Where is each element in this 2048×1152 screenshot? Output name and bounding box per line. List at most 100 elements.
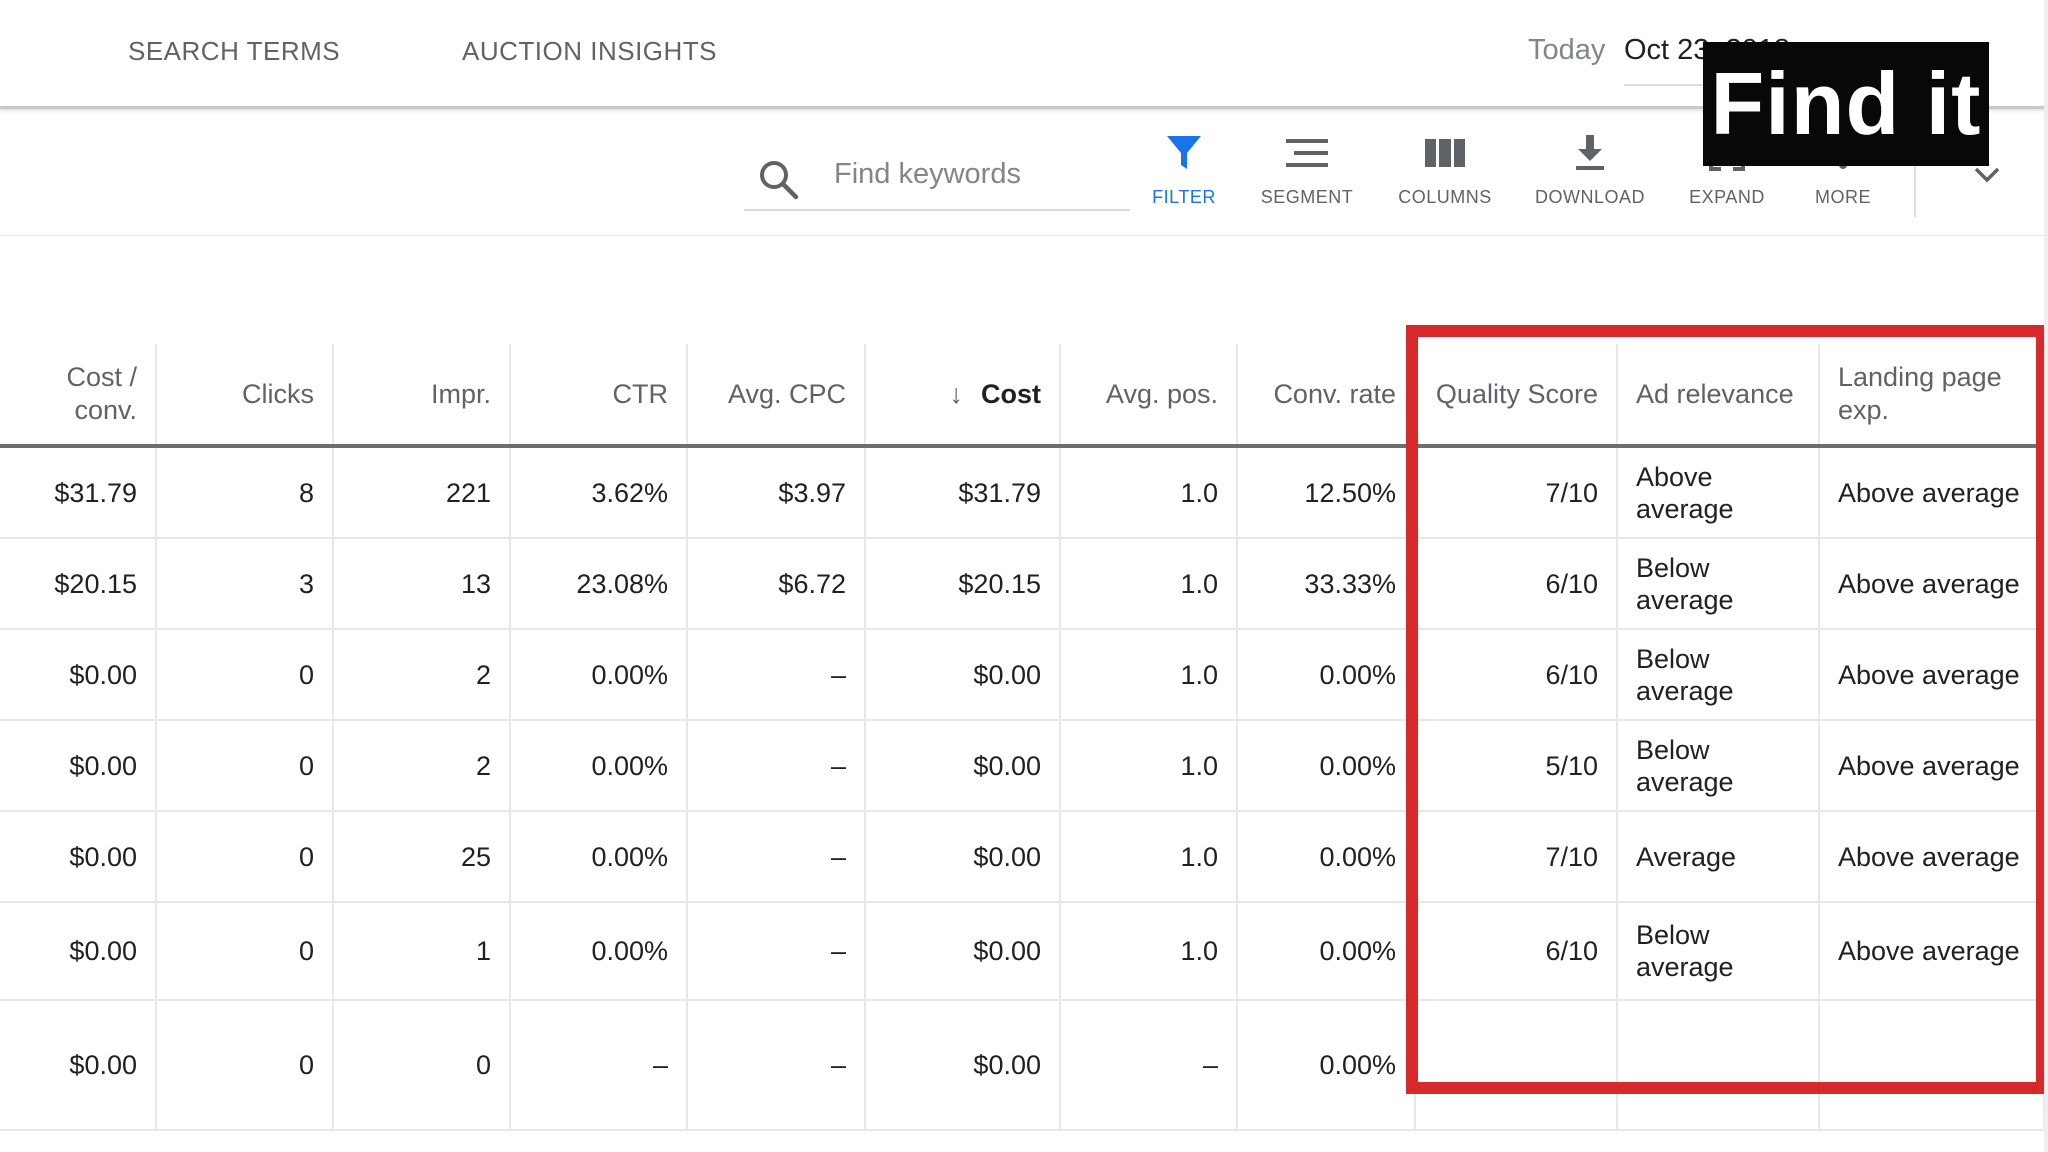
cell-cost: $20.15	[865, 538, 1061, 630]
cell-impr: 13	[333, 538, 511, 630]
cell-landing-page-exp: Above average	[1819, 538, 2045, 630]
column-header-conv-rate[interactable]: Conv. rate	[1237, 344, 1416, 448]
cell-quality-score	[1415, 1000, 1618, 1131]
table-row[interactable]: $0.00 0 25 0.00% – $0.00 1.0 0.00% 7/10 Average Ab…	[0, 811, 2045, 903]
cell-landing-page-exp: Above average	[1819, 811, 2045, 903]
column-header-ctr[interactable]: CTR	[510, 344, 688, 448]
cell-avg-cpc: –	[687, 720, 866, 812]
cell-avg-cpc: –	[687, 902, 866, 1001]
columns-button[interactable]: COLUMNS	[1380, 133, 1510, 223]
tab-search-terms[interactable]: SEARCH TERMS	[128, 36, 341, 66]
column-header-cost[interactable]: ↓ Cost	[865, 344, 1061, 448]
date-range-label: Today	[1528, 34, 1606, 66]
column-header-clicks[interactable]: Clicks	[156, 344, 334, 448]
cell-ctr: 0.00%	[510, 629, 688, 721]
expand-label: EXPAND	[1689, 187, 1765, 207]
cell-landing-page-exp: Above average	[1819, 446, 2045, 539]
cell-ctr: 23.08%	[510, 538, 688, 630]
cell-impr: 2	[333, 720, 511, 812]
segment-icon	[1286, 139, 1328, 167]
filter-button[interactable]: FILTER	[1119, 133, 1249, 223]
cell-avg-pos: 1.0	[1060, 446, 1238, 539]
download-icon	[1576, 135, 1604, 170]
cell-impr: 2	[333, 629, 511, 721]
cell-impr: 221	[333, 446, 511, 539]
right-edge	[2044, 0, 2048, 1152]
cell-quality-score: 7/10	[1415, 811, 1618, 903]
cell-avg-cpc: $3.97	[687, 446, 866, 539]
cell-avg-pos: –	[1060, 1000, 1238, 1131]
cell-quality-score: 6/10	[1415, 902, 1618, 1001]
cell-ad-relevance: Average	[1617, 811, 1820, 903]
table-row[interactable]: $31.79 8 221 3.62% $3.97 $31.79 1.0 12.50% 7/10 A…	[0, 446, 2045, 539]
cell-impr: 0	[333, 1000, 511, 1131]
columns-label: COLUMNS	[1398, 187, 1492, 207]
cell-cost: $31.79	[865, 446, 1061, 539]
cell-conv-rate: 0.00%	[1237, 811, 1416, 903]
cell-avg-cpc: $6.72	[687, 538, 866, 630]
cell-avg-pos: 1.0	[1060, 538, 1238, 630]
column-header-cost-per-conv[interactable]: Cost / conv.	[0, 344, 157, 448]
column-header-landing-page-exp[interactable]: Landing page exp.	[1819, 344, 2045, 448]
cell-clicks: 8	[156, 446, 334, 539]
download-button[interactable]: DOWNLOAD	[1525, 133, 1655, 223]
cell-cost: $0.00	[865, 720, 1061, 812]
table-toolbar: FILTER SEGMENT COLUMNS DOWNLOAD EXPAND	[0, 109, 2048, 236]
table-row[interactable]: $0.00 0 2 0.00% – $0.00 1.0 0.00% 5/10 Below aver…	[0, 720, 2045, 812]
cell-landing-page-exp: Above average	[1819, 902, 2045, 1001]
cell-cost-per-conv: $20.15	[0, 538, 157, 630]
toolbar-divider	[1914, 159, 1916, 217]
cell-avg-pos: 1.0	[1060, 811, 1238, 903]
chevron-down-icon[interactable]	[1970, 157, 2004, 191]
cell-avg-cpc: –	[687, 811, 866, 903]
cell-avg-pos: 1.0	[1060, 629, 1238, 721]
highlight-box	[1406, 325, 2048, 1094]
cell-conv-rate: 0.00%	[1237, 1000, 1416, 1131]
cell-clicks: 0	[156, 811, 334, 903]
cell-clicks: 3	[156, 538, 334, 630]
table-row[interactable]: $0.00 0 2 0.00% – $0.00 1.0 0.00% 6/10 Below aver…	[0, 629, 2045, 721]
cell-quality-score: 6/10	[1415, 538, 1618, 630]
cell-cost: $0.00	[865, 902, 1061, 1001]
cell-conv-rate: 0.00%	[1237, 720, 1416, 812]
cell-cost-per-conv: $0.00	[0, 629, 157, 721]
search-icon	[760, 161, 799, 200]
cell-ad-relevance: Below average	[1617, 629, 1820, 721]
cell-landing-page-exp: Above average	[1819, 629, 2045, 721]
column-header-avg-cpc[interactable]: Avg. CPC	[687, 344, 866, 448]
segment-button[interactable]: SEGMENT	[1242, 133, 1372, 223]
cell-cost-per-conv: $0.00	[0, 811, 157, 903]
table-row[interactable]: $0.00 0 0– – $0.00–0.00%	[0, 1000, 2045, 1131]
cell-conv-rate: 12.50%	[1237, 446, 1416, 539]
cell-landing-page-exp	[1819, 1000, 2045, 1131]
cell-conv-rate: 0.00%	[1237, 902, 1416, 1001]
table-header-row: Cost / conv. Clicks Impr. CTR Avg. CPC ↓…	[0, 344, 2045, 448]
download-label: DOWNLOAD	[1534, 187, 1645, 207]
cell-quality-score: 7/10	[1415, 446, 1618, 539]
cell-clicks: 0	[156, 720, 334, 812]
cell-cost-per-conv: $0.00	[0, 1000, 157, 1131]
column-header-avg-pos[interactable]: Avg. pos.	[1060, 344, 1238, 448]
table-row[interactable]: $20.15 3 13 23.08% $6.72 $20.15 1.0 33.33% 6/10 B…	[0, 538, 2045, 630]
caption-label: Find it	[1703, 42, 1989, 166]
search-input[interactable]	[832, 153, 1126, 195]
column-header-quality-score[interactable]: Quality Score	[1415, 344, 1618, 448]
cell-cost-per-conv: $0.00	[0, 902, 157, 1001]
cell-ad-relevance: Below average	[1617, 720, 1820, 812]
cell-avg-cpc: –	[687, 629, 866, 721]
cell-quality-score: 5/10	[1415, 720, 1618, 812]
cell-cost: $0.00	[865, 629, 1061, 721]
cell-ad-relevance: Below average	[1617, 538, 1820, 630]
table-row[interactable]: $0.00 0 1 0.00% – $0.00 1.0 0.00% 6/10 Below aver…	[0, 902, 2045, 1001]
cell-cost: $0.00	[865, 1000, 1061, 1131]
column-header-ad-relevance[interactable]: Ad relevance	[1617, 344, 1820, 448]
tab-auction-insights[interactable]: AUCTION INSIGHTS	[462, 36, 718, 66]
cell-conv-rate: 0.00%	[1237, 629, 1416, 721]
cell-ad-relevance	[1617, 1000, 1820, 1131]
cell-ctr: 0.00%	[510, 720, 688, 812]
cell-quality-score: 6/10	[1415, 629, 1618, 721]
cell-ad-relevance: Above average	[1617, 446, 1820, 539]
cell-clicks: 0	[156, 1000, 334, 1131]
column-header-impr[interactable]: Impr.	[333, 344, 511, 448]
cell-landing-page-exp: Above average	[1819, 720, 2045, 812]
